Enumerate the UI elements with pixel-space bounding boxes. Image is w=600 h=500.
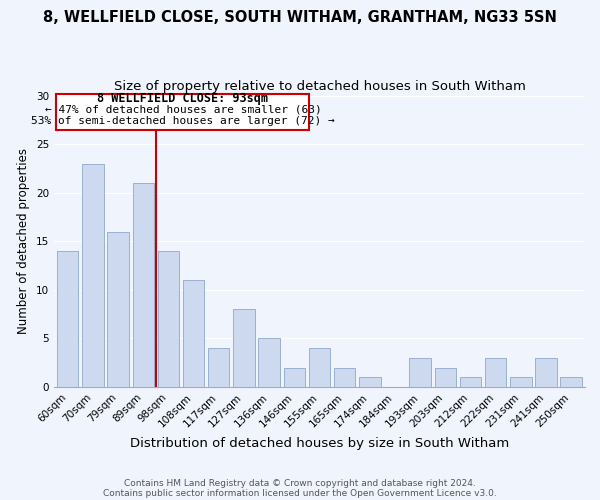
- Bar: [485, 358, 506, 387]
- Bar: [434, 368, 456, 387]
- Bar: [233, 309, 254, 387]
- Bar: [107, 232, 129, 387]
- Text: 8, WELLFIELD CLOSE, SOUTH WITHAM, GRANTHAM, NG33 5SN: 8, WELLFIELD CLOSE, SOUTH WITHAM, GRANTH…: [43, 10, 557, 25]
- Text: Contains HM Land Registry data © Crown copyright and database right 2024.: Contains HM Land Registry data © Crown c…: [124, 478, 476, 488]
- Bar: [57, 251, 79, 387]
- Bar: [82, 164, 104, 387]
- X-axis label: Distribution of detached houses by size in South Witham: Distribution of detached houses by size …: [130, 437, 509, 450]
- Bar: [309, 348, 330, 387]
- Bar: [560, 377, 582, 387]
- Title: Size of property relative to detached houses in South Witham: Size of property relative to detached ho…: [113, 80, 526, 93]
- Bar: [259, 338, 280, 387]
- Text: ← 47% of detached houses are smaller (63): ← 47% of detached houses are smaller (63…: [44, 104, 321, 114]
- Bar: [56, 94, 310, 130]
- Text: 8 WELLFIELD CLOSE: 93sqm: 8 WELLFIELD CLOSE: 93sqm: [97, 92, 268, 106]
- Text: 53% of semi-detached houses are larger (72) →: 53% of semi-detached houses are larger (…: [31, 116, 335, 126]
- Bar: [460, 377, 481, 387]
- Bar: [158, 251, 179, 387]
- Y-axis label: Number of detached properties: Number of detached properties: [17, 148, 30, 334]
- Bar: [208, 348, 229, 387]
- Bar: [535, 358, 557, 387]
- Bar: [284, 368, 305, 387]
- Bar: [334, 368, 355, 387]
- Text: Contains public sector information licensed under the Open Government Licence v3: Contains public sector information licen…: [103, 488, 497, 498]
- Bar: [510, 377, 532, 387]
- Bar: [183, 280, 205, 387]
- Bar: [409, 358, 431, 387]
- Bar: [133, 183, 154, 387]
- Bar: [359, 377, 380, 387]
